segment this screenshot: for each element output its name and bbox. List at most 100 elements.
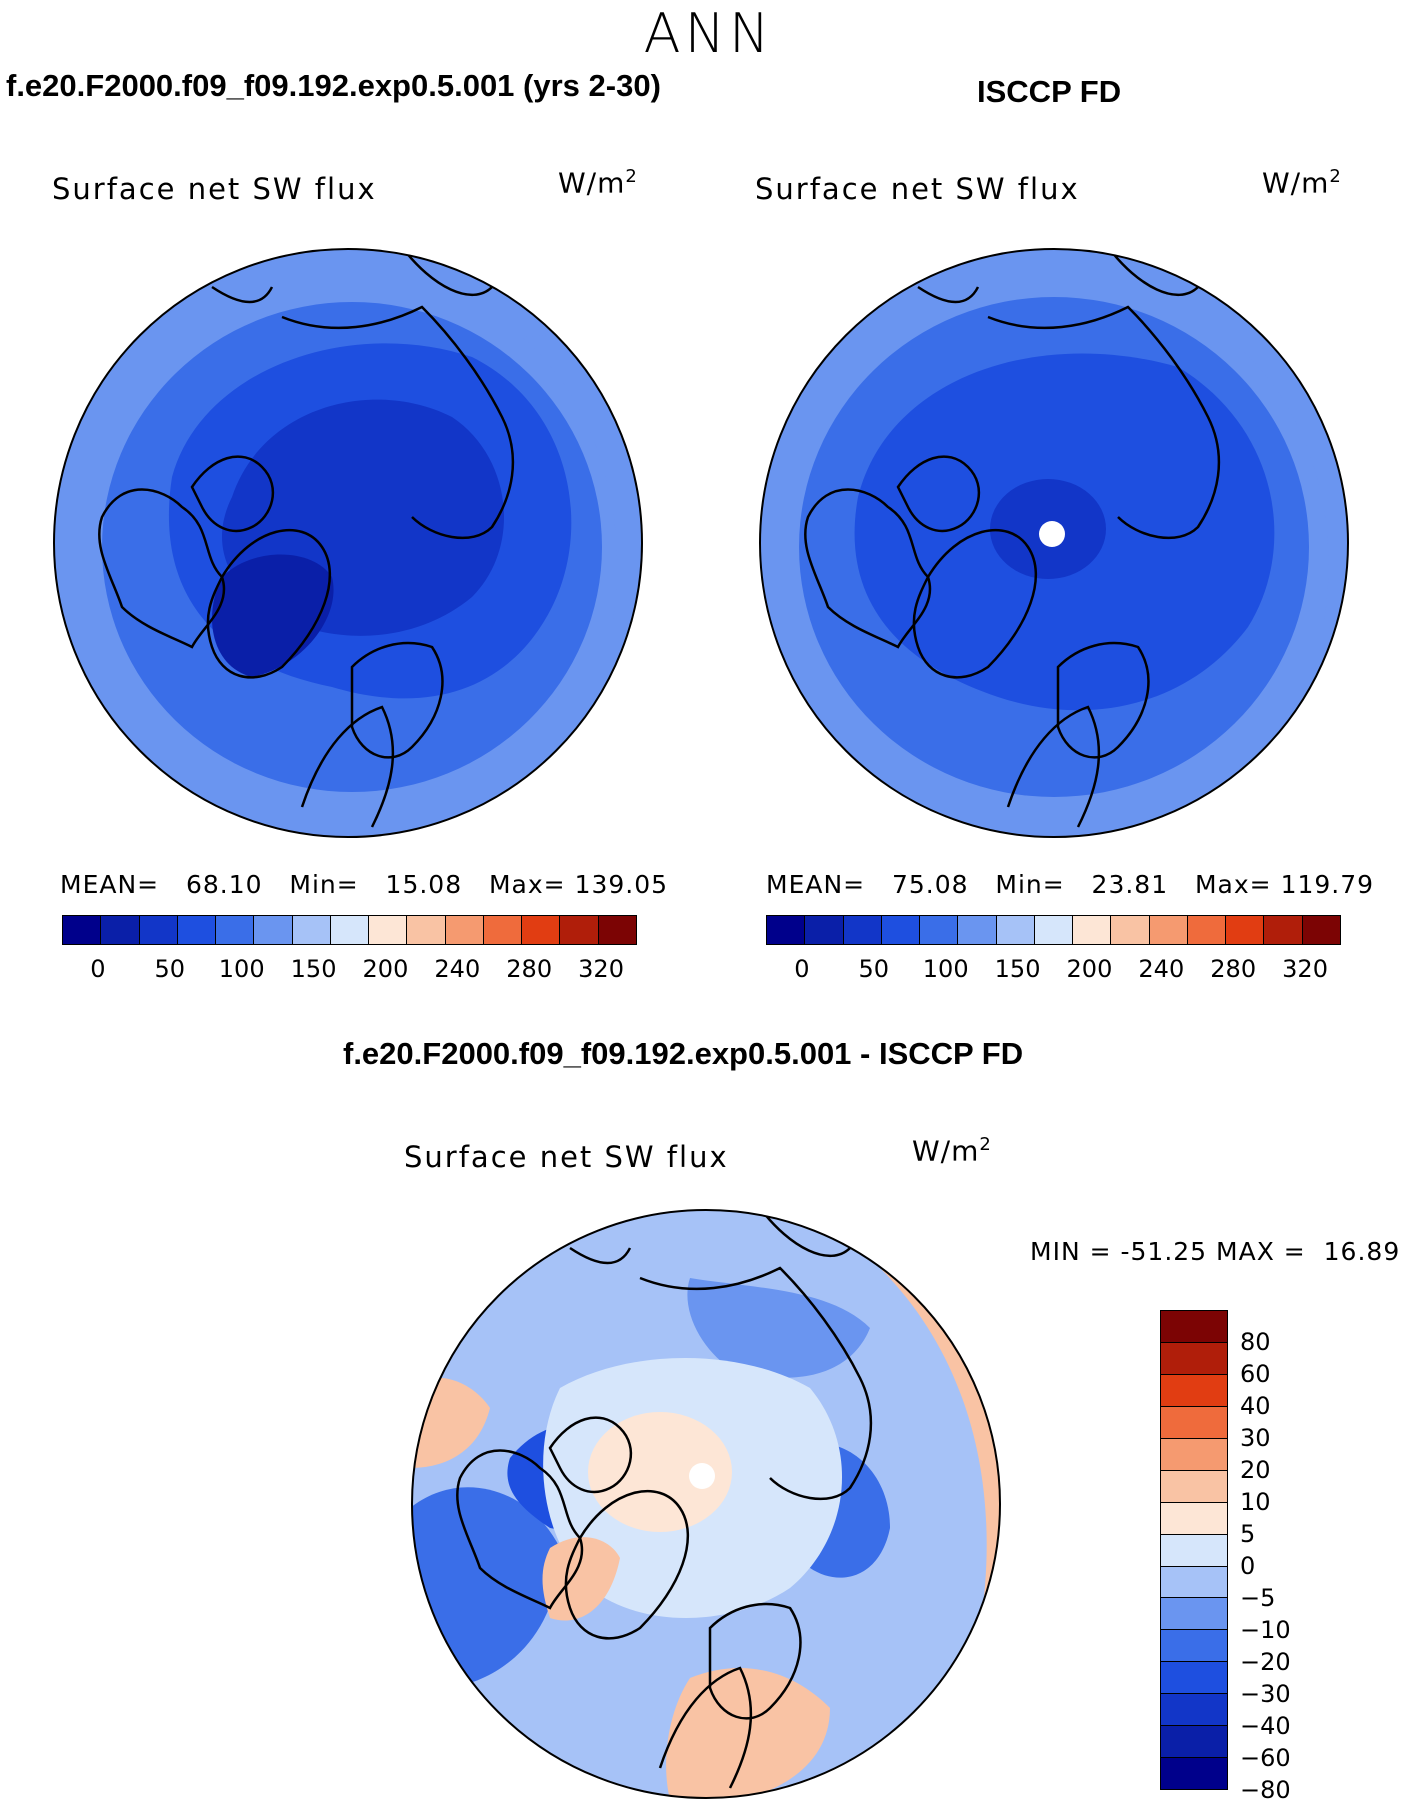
model-coastline-siberia — [281, 305, 515, 540]
obs-min-label: Min= — [995, 870, 1065, 899]
diff-coastline-siberia — [639, 1266, 873, 1501]
season-title: ANN — [643, 2, 774, 65]
colorbar-tick-label: 100 — [922, 955, 969, 983]
colorbar-tick-label: −10 — [1240, 1616, 1291, 1644]
colorbar-tick-label: 40 — [1240, 1392, 1271, 1420]
model-coastline-scandinavia — [350, 641, 444, 759]
colorbar-swatch — [996, 916, 1035, 944]
diff-coastline-canada — [456, 1449, 584, 1610]
obs-coastline-russia-east — [1107, 249, 1199, 297]
obs-polar-map — [759, 248, 1349, 838]
colorbar-swatch — [139, 916, 178, 944]
colorbar-swatch — [1161, 1438, 1227, 1471]
colorbar-tick-label: 200 — [362, 955, 409, 983]
colorbar-tick-label: −80 — [1240, 1776, 1291, 1804]
colorbar-tick-label: 0 — [794, 955, 810, 983]
colorbar-swatch — [1161, 1342, 1227, 1375]
colorbar-swatch — [292, 916, 331, 944]
model-colorbar-ticks: 0 50 100 150 200 240 280 320 — [62, 955, 637, 985]
colorbar-tick-label: 100 — [218, 955, 265, 983]
diff-colorbar — [1160, 1310, 1228, 1790]
colorbar-swatch — [1302, 916, 1340, 944]
model-case-title: f.e20.F2000.f09_f09.192.exp0.5.001 (yrs … — [6, 68, 661, 103]
colorbar-swatch — [920, 916, 959, 944]
colorbar-swatch — [1187, 916, 1227, 944]
obs-mean-value: 75.08 — [891, 870, 969, 899]
colorbar-swatch — [958, 916, 997, 944]
diff-center-warm — [588, 1412, 732, 1532]
diff-greenland-warm-edge — [542, 1537, 620, 1621]
obs-colorbar-ticks: 0 50 100 150 200 240 280 320 — [766, 955, 1341, 985]
colorbar-tick-label: 50 — [154, 955, 186, 983]
model-max-label: Max= — [488, 870, 566, 899]
diff-map-border — [411, 1209, 1001, 1799]
model-coastline-russia-east — [401, 249, 493, 297]
diff-colorbar-labels: 80 60 40 30 20 10 5 0 −5 −10 −20 −30 −40 −60 −80 — [1240, 1310, 1320, 1804]
colorbar-tick-label: 5 — [1240, 1520, 1256, 1548]
colorbar-swatch — [805, 916, 844, 944]
colorbar-tick-label: 240 — [434, 955, 481, 983]
colorbar-swatch — [369, 916, 408, 944]
obs-coastline-canada — [804, 488, 932, 649]
colorbar-swatch — [445, 916, 484, 944]
colorbar-swatch — [1111, 916, 1150, 944]
diff-polar-map — [411, 1209, 1001, 1799]
obs-units-text: W/m — [1262, 166, 1330, 200]
diff-coastline-europe — [658, 1666, 753, 1789]
colorbar-tick-label: 50 — [858, 955, 890, 983]
colorbar-swatch — [330, 916, 370, 944]
colorbar-tick-label: −20 — [1240, 1648, 1291, 1676]
diff-units: W/m2 — [912, 1134, 992, 1167]
model-units-text: W/m — [558, 166, 626, 200]
diff-max-value: 16.89 — [1323, 1237, 1401, 1266]
colorbar-swatch — [177, 916, 217, 944]
diff-coastline-scandinavia — [708, 1602, 802, 1720]
colorbar-swatch — [254, 916, 293, 944]
colorbar-tick-label: 20 — [1240, 1456, 1271, 1484]
diff-min-label: MIN = — [1030, 1237, 1112, 1266]
colorbar-tick-label: 280 — [506, 955, 553, 983]
colorbar-swatch — [843, 916, 882, 944]
model-units-exp: 2 — [625, 166, 638, 187]
diff-units-text: W/m — [912, 1134, 980, 1168]
colorbar-swatch — [1161, 1374, 1227, 1407]
diff-minmax: MIN = -51.25 MAX = 16.89 — [1030, 1237, 1400, 1266]
diff-coastline-russia-east — [759, 1210, 851, 1258]
model-max-value: 139.05 — [574, 870, 669, 899]
obs-max-label: Max= — [1194, 870, 1272, 899]
colorbar-tick-label: −5 — [1240, 1584, 1276, 1612]
obs-coastline-greenland — [912, 528, 1037, 679]
colorbar-swatch — [881, 916, 921, 944]
diff-left-blue — [412, 1487, 560, 1688]
colorbar-swatch — [1161, 1598, 1227, 1631]
colorbar-swatch — [598, 916, 636, 944]
model-colorbar — [62, 915, 637, 945]
model-coastline-greenland — [206, 528, 331, 679]
model-greenland-field — [212, 554, 334, 677]
obs-map-border — [759, 248, 1349, 838]
diff-units-exp: 2 — [979, 1134, 992, 1155]
model-polar-map — [53, 248, 643, 838]
obs-case-title: ISCCP FD — [977, 74, 1122, 109]
colorbar-swatch — [1161, 1726, 1227, 1759]
colorbar-tick-label: 320 — [578, 955, 624, 983]
colorbar-tick-label: 280 — [1210, 955, 1257, 983]
model-coastline-archipelago — [190, 455, 275, 533]
obs-coastline-europe — [1006, 705, 1101, 828]
colorbar-swatch — [1161, 1311, 1227, 1343]
colorbar-swatch — [63, 916, 102, 944]
obs-min-value: 23.81 — [1091, 870, 1169, 899]
colorbar-tick-label: 200 — [1066, 955, 1113, 983]
obs-coastline-scandinavia — [1056, 641, 1150, 759]
diff-coastline-archipelago — [548, 1416, 633, 1494]
diff-missing-pole — [689, 1463, 715, 1489]
model-stats: MEAN= 68.10 Min= 15.08 Max= 139.05 — [60, 870, 668, 899]
diff-case-title: f.e20.F2000.f09_f09.192.exp0.5.001 - ISC… — [343, 1036, 1024, 1071]
colorbar-swatch — [1161, 1534, 1227, 1567]
colorbar-swatch — [1161, 1630, 1227, 1663]
colorbar-tick-label: −30 — [1240, 1680, 1291, 1708]
colorbar-tick-label: −60 — [1240, 1744, 1291, 1772]
colorbar-swatch — [1161, 1470, 1227, 1503]
colorbar-swatch — [483, 916, 523, 944]
obs-max-value: 119.79 — [1280, 870, 1375, 899]
